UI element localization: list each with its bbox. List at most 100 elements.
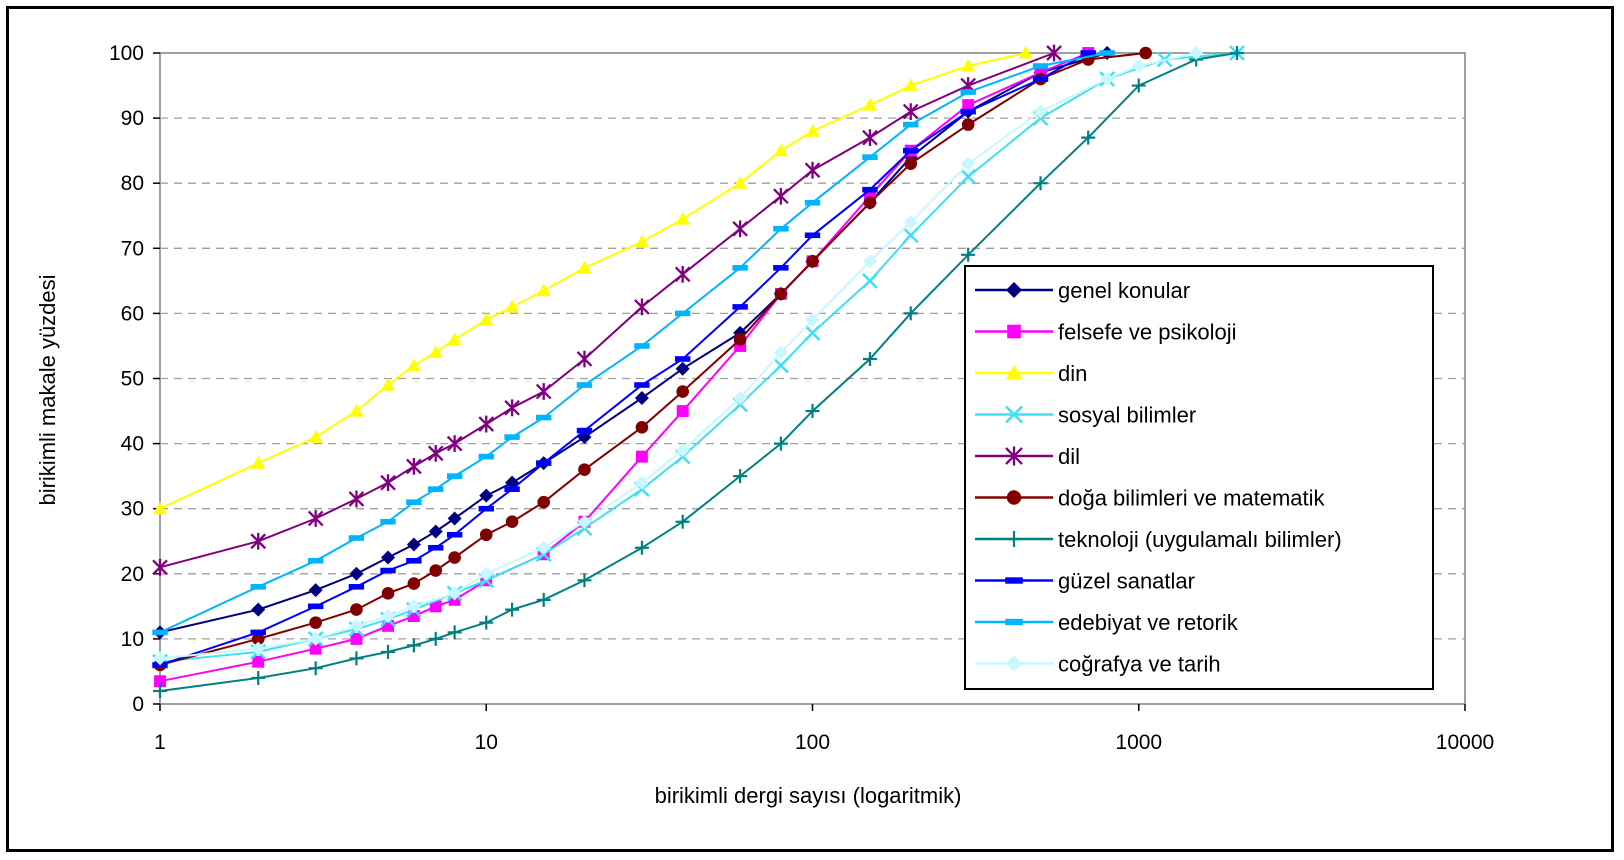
point-4-7 bbox=[446, 435, 463, 452]
point-5-16 bbox=[806, 255, 819, 268]
legend-label-6: teknoloji (uygulamalı bilimler) bbox=[1058, 527, 1342, 552]
point-7-3 bbox=[348, 584, 365, 590]
point-2-14 bbox=[733, 176, 748, 189]
point-0-6 bbox=[428, 524, 443, 539]
point-8-5 bbox=[406, 499, 422, 505]
series-7 bbox=[152, 50, 1096, 668]
point-5-10 bbox=[537, 495, 550, 509]
point-9-12 bbox=[733, 391, 748, 406]
point-2-17 bbox=[862, 98, 877, 111]
series-line-0 bbox=[159, 52, 1108, 634]
grid bbox=[160, 117, 1465, 640]
x-axis-title: birikimli dergi sayısı (logaritmik) bbox=[655, 783, 962, 808]
point-9-16 bbox=[903, 215, 918, 230]
point-4-10 bbox=[535, 383, 552, 400]
legend-entry-1: felsefe ve psikoloji bbox=[975, 320, 1237, 345]
point-5-9 bbox=[505, 515, 519, 529]
point-4-4 bbox=[380, 474, 396, 492]
point-2-7 bbox=[447, 332, 462, 346]
point-7-21 bbox=[1080, 50, 1096, 56]
point-1-12 bbox=[676, 405, 689, 417]
point-0-1 bbox=[251, 602, 266, 617]
point-9-11 bbox=[675, 443, 690, 458]
point-8-8 bbox=[478, 453, 494, 460]
legend-box bbox=[964, 265, 1434, 690]
point-3-15 bbox=[862, 272, 878, 289]
series-6 bbox=[153, 46, 1244, 698]
point-7-2 bbox=[307, 603, 324, 610]
point-2-5 bbox=[406, 358, 421, 372]
point-9-21 bbox=[1189, 46, 1204, 60]
legend-label-8: edebiyat ve retorik bbox=[1058, 610, 1239, 635]
point-9-1 bbox=[251, 641, 266, 656]
legend-marker-5 bbox=[1006, 490, 1022, 505]
point-1-13 bbox=[734, 340, 747, 352]
point-8-17 bbox=[862, 154, 878, 160]
series-line-3 bbox=[159, 52, 1238, 663]
legend-marker-7 bbox=[1005, 577, 1023, 584]
point-8-13 bbox=[674, 310, 691, 317]
point-9-3 bbox=[349, 618, 364, 633]
legend-marker-0 bbox=[1006, 282, 1022, 298]
point-5-7 bbox=[448, 551, 461, 564]
point-6-12 bbox=[634, 540, 649, 555]
point-3-16 bbox=[902, 227, 919, 244]
point-6-9 bbox=[505, 602, 520, 617]
point-6-0 bbox=[153, 683, 167, 698]
point-9-0 bbox=[153, 651, 167, 666]
point-8-4 bbox=[380, 518, 396, 525]
point-5-19 bbox=[961, 118, 975, 131]
legend-entry-2: din bbox=[975, 361, 1087, 386]
y-tick-label-90: 90 bbox=[121, 107, 144, 130]
legend-marker-8 bbox=[1005, 618, 1023, 626]
y-tick-label-0: 0 bbox=[132, 693, 144, 716]
legend-entry-7: güzel sanatlar bbox=[975, 569, 1195, 594]
legend-entry-0: genel konular bbox=[975, 278, 1190, 303]
point-2-15 bbox=[773, 143, 788, 157]
point-9-13 bbox=[773, 345, 788, 360]
y-axis-ticks: 0 10 20 30 40 50 60 70 80 90 100 bbox=[109, 42, 160, 716]
point-7-15 bbox=[773, 265, 789, 271]
y-tick-label-80: 80 bbox=[121, 172, 144, 195]
point-4-13 bbox=[674, 265, 691, 283]
point-4-18 bbox=[902, 103, 919, 120]
point-0-4 bbox=[381, 550, 396, 565]
series-2 bbox=[153, 46, 1033, 515]
point-1-1 bbox=[252, 655, 265, 668]
point-2-2 bbox=[308, 430, 323, 443]
point-2-19 bbox=[961, 59, 976, 72]
legend-label-3: sosyal bilimler bbox=[1058, 403, 1196, 428]
point-6-1 bbox=[251, 670, 266, 685]
point-4-9 bbox=[504, 399, 520, 417]
point-1-19 bbox=[1034, 66, 1047, 79]
point-7-14 bbox=[732, 304, 748, 310]
point-2-13 bbox=[675, 212, 690, 225]
legend-entry-9: coğrafya ve tarih bbox=[975, 652, 1221, 677]
point-5-22 bbox=[1139, 46, 1152, 60]
legend-label-9: coğrafya ve tarih bbox=[1058, 652, 1221, 677]
legend-marker-1 bbox=[1007, 324, 1021, 339]
series-line-8 bbox=[159, 52, 1108, 634]
series-line-7 bbox=[159, 52, 1089, 666]
legend-marker-2 bbox=[1006, 365, 1022, 380]
y-tick-label-100: 100 bbox=[109, 42, 144, 65]
point-2-3 bbox=[349, 404, 364, 417]
point-4-14 bbox=[732, 220, 748, 238]
series-9 bbox=[153, 46, 1204, 666]
legend-label-1: felsefe ve psikoloji bbox=[1058, 320, 1237, 345]
point-7-17 bbox=[862, 186, 878, 193]
point-7-10 bbox=[535, 460, 552, 466]
point-3-13 bbox=[772, 357, 789, 374]
point-2-8 bbox=[479, 312, 494, 326]
point-6-10 bbox=[536, 592, 551, 607]
point-6-14 bbox=[733, 469, 748, 484]
point-7-12 bbox=[634, 382, 650, 388]
point-1-11 bbox=[635, 450, 648, 463]
point-9-10 bbox=[634, 475, 649, 490]
point-8-15 bbox=[773, 225, 789, 232]
point-9-8 bbox=[536, 540, 551, 555]
point-6-20 bbox=[1033, 176, 1048, 191]
point-6-15 bbox=[773, 436, 788, 451]
y-tick-label-10: 10 bbox=[121, 628, 144, 651]
